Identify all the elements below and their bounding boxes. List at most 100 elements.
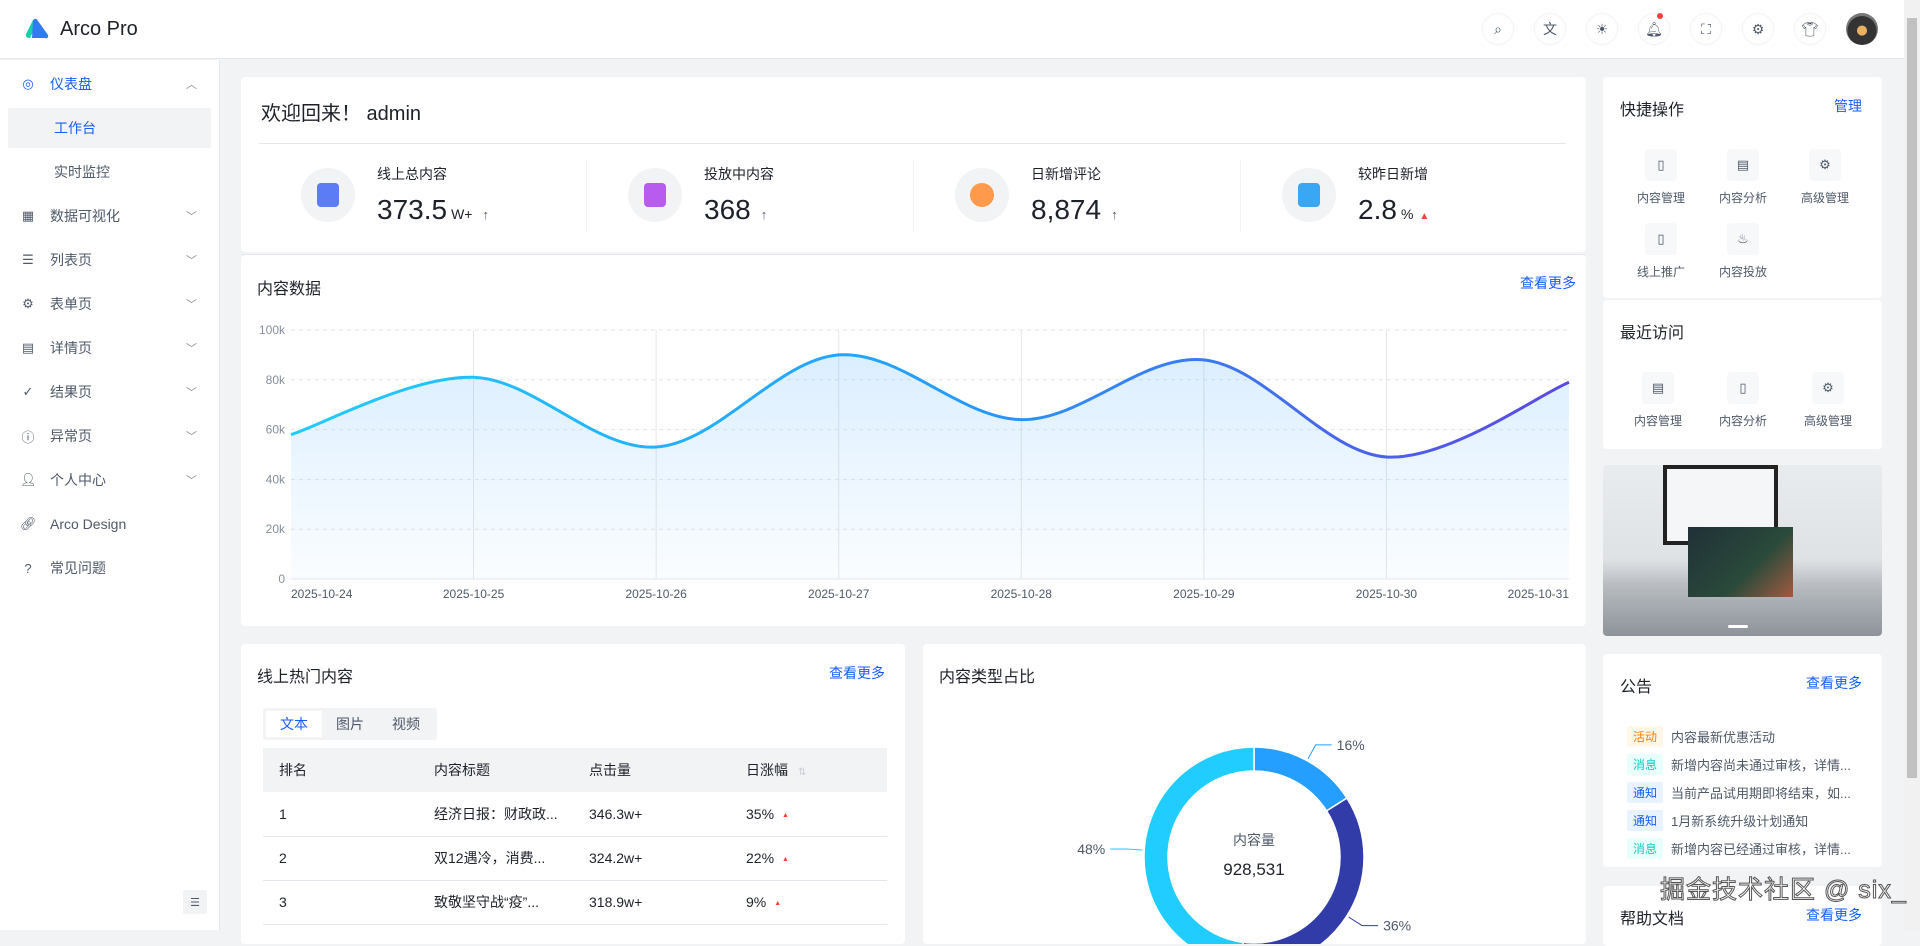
page-scrollbar[interactable] (1904, 0, 1920, 930)
stat-total-content: 线上总内容 373.5 W+ ↑ (241, 160, 568, 232)
menu-label: 个人中心 (50, 472, 106, 488)
quick-action-content-delivery[interactable]: ♨ 内容投放 (1703, 223, 1783, 280)
sidebar-item-arco-design[interactable]: 🔗︎ Arco Design (8, 504, 211, 544)
sidebar-item-workplace[interactable]: 工作台 (8, 108, 211, 148)
value: 373.5 (377, 194, 448, 225)
avatar[interactable] (1846, 13, 1878, 45)
quick-action-advanced-manage[interactable]: ⚙ 高级管理 (1785, 149, 1865, 206)
stat-value: 368 ↑ (704, 194, 767, 226)
search-icon: ⌕ (1494, 20, 1502, 37)
banner-carousel[interactable] (1603, 465, 1882, 636)
donut-center-label: 内容量 (1233, 832, 1275, 848)
value: 2.8 (1358, 194, 1397, 225)
column-header: 内容标题 (418, 748, 573, 792)
label: 内容分析 (1718, 191, 1767, 205)
recent-content-manage[interactable]: ▤ 内容管理 (1618, 372, 1698, 429)
announcement-item[interactable]: 活动 内容最新优惠活动 (1627, 726, 1775, 747)
sidebar-item-faq[interactable]: ? 常见问题 (8, 548, 211, 588)
donut-slice[interactable] (1143, 746, 1255, 944)
recent-content-analysis[interactable]: ▯ 内容分析 (1703, 372, 1783, 429)
cell: 经济日报：财政政... (418, 792, 573, 837)
slice-label: 16% (1337, 737, 1365, 753)
announcement-item[interactable]: 通知 1月新系统升级计划通知 (1627, 810, 1808, 831)
search-button[interactable]: ⌕ (1482, 13, 1514, 45)
see-more-link[interactable]: 查看更多 (1806, 675, 1862, 691)
content-line-chart: 0 20k 40k 60k 80k 100k 2025-10-24 2025-10-25 202… (259, 323, 1570, 601)
chevron-down-icon: ﹀ (186, 431, 197, 443)
sidebar-item-form[interactable]: ⚙ 表单页 ﹀ (8, 284, 211, 324)
sidebar-item-visualization[interactable]: ▦ 数据可视化 ﹀ (8, 196, 211, 236)
quick-action-online-promotion[interactable]: ▯ 线上推广 (1621, 223, 1701, 280)
fullscreen-button[interactable]: ⛶ (1690, 13, 1722, 45)
chevron-down-icon: ﹀ (186, 475, 197, 487)
storage-icon: ▤ (1642, 372, 1674, 404)
label: 高级管理 (1800, 191, 1849, 205)
label: 内容管理 (1633, 414, 1682, 428)
settings-icon: ⚙ (1812, 372, 1844, 404)
sidebar-item-list[interactable]: ☰ 列表页 ﹀ (8, 240, 211, 280)
watermark: 掘金技术社区 @ six_ (1660, 876, 1907, 905)
scrollbar-thumb[interactable] (1907, 18, 1917, 778)
donut-slice[interactable] (1253, 746, 1348, 812)
sidebar-item-exception[interactable]: ⓘ 异常页 ﹀ (8, 416, 211, 456)
notification-button[interactable]: 🔔︎ (1638, 13, 1670, 45)
quick-action-content-manage[interactable]: ▯ 内容管理 (1621, 149, 1701, 206)
column-header-sortable[interactable]: 日涨幅 ⇅ (730, 748, 887, 792)
menu-label: 结果页 (50, 384, 92, 400)
label: 内容管理 (1636, 191, 1685, 205)
tab-image[interactable]: 图片 (336, 716, 364, 732)
table-row[interactable]: 1 经济日报：财政政... 346.3w+ 35% ▲ (263, 792, 887, 837)
announcement-item[interactable]: 通知 当前产品试用期即将结束，如... (1627, 782, 1851, 803)
slice-label: 48% (1077, 841, 1105, 857)
divider (586, 160, 587, 232)
label-leader-line (1348, 916, 1379, 927)
question-circle-icon: ? (24, 560, 32, 576)
collapse-sidebar-button[interactable]: ☰ (183, 890, 207, 914)
sidebar-item-result[interactable]: ✓ 结果页 ﹀ (8, 372, 211, 412)
see-more-link[interactable]: 查看更多 (1520, 275, 1576, 291)
mobile-icon: ▯ (1645, 223, 1677, 255)
tab-text[interactable]: 文本 (266, 711, 322, 737)
chevron-down-icon: ﹀ (186, 343, 197, 355)
table-row[interactable]: 2 双12遇冷，消费... 324.2w+ 22% ▲ (263, 836, 887, 881)
file-icon: ▯ (1645, 149, 1677, 181)
sidebar-item-monitor[interactable]: 实时监控 (8, 152, 211, 192)
tab-video[interactable]: 视频 (392, 716, 420, 732)
donut-center-value: 928,531 (1223, 860, 1285, 879)
sort-icon[interactable]: ⇅ (798, 767, 807, 778)
sidebar-item-dashboard[interactable]: ◎ 仪表盘 ︿ (8, 64, 211, 104)
stat-value: 373.5 W+ ↑ (377, 194, 489, 226)
logo[interactable]: Arco Pro (24, 18, 138, 41)
settings-button[interactable]: ⚙ (1742, 13, 1774, 45)
announcement-item[interactable]: 消息 新增内容已经通过审核，详情... (1627, 838, 1851, 859)
menu-label: 异常页 (50, 428, 92, 444)
skin-button[interactable]: 👕︎ (1794, 13, 1826, 45)
cell: 22% ▲ (730, 836, 887, 881)
carousel-indicator[interactable] (1728, 625, 1748, 628)
dashboard-icon: ◎ (22, 76, 34, 91)
chevron-down-icon: ﹀ (186, 211, 197, 223)
cell: 1 (263, 792, 418, 837)
quick-action-content-analysis[interactable]: ▤ 内容分析 (1703, 149, 1783, 206)
recent-advanced-manage[interactable]: ⚙ 高级管理 (1788, 372, 1868, 429)
see-more-link[interactable]: 查看更多 (829, 665, 885, 681)
theme-toggle-button[interactable]: ☀ (1586, 13, 1618, 45)
language-button[interactable]: 文 (1534, 13, 1566, 45)
donut-slice[interactable] (1240, 797, 1365, 944)
announcement-item[interactable]: 消息 新增内容尚未通过审核，详情... (1627, 754, 1851, 775)
file-stat-icon (301, 168, 355, 222)
sidebar-item-user[interactable]: 👤︎ 个人中心 ﹀ (8, 460, 211, 500)
announcement-tag: 消息 (1627, 838, 1664, 859)
table-row[interactable]: 3 致敬坚守战“疫”... 318.9w+ 9% ▲ (263, 880, 887, 925)
fullscreen-icon: ⛶ (1701, 20, 1711, 37)
announcement-tag: 通知 (1627, 782, 1664, 803)
column-header: 点击量 (573, 748, 730, 792)
sidebar-item-profile[interactable]: ▤ 详情页 ﹀ (8, 328, 211, 368)
label: 内容分析 (1718, 414, 1767, 428)
menu-label: 列表页 (50, 252, 92, 268)
see-more-link[interactable]: 查看更多 (1806, 907, 1862, 923)
manage-link[interactable]: 管理 (1834, 98, 1862, 114)
x-tick-label: 2025-10-27 (808, 587, 870, 601)
column-header: 排名 (263, 748, 418, 792)
hot-content-table: 排名 内容标题 点击量 日涨幅 ⇅ 1 经济日报：财政政... 346.3w+ 35% ▲… (263, 748, 887, 925)
